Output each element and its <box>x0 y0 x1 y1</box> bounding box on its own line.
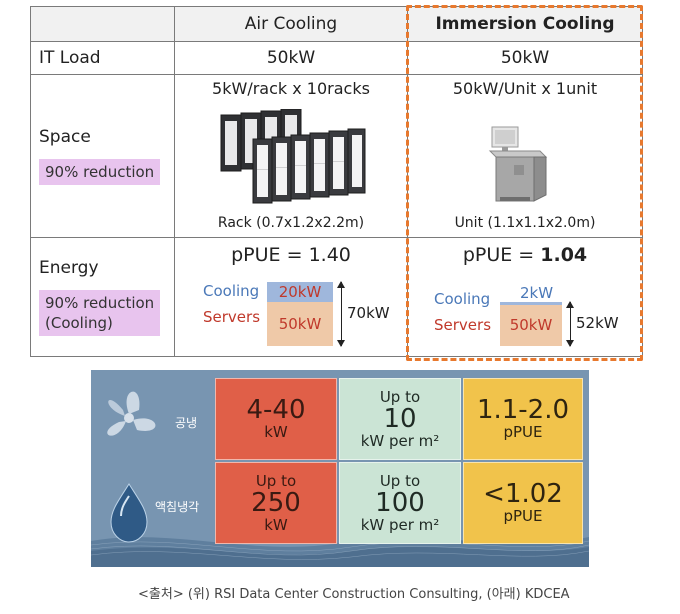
air-area-unit: kW per m² <box>360 431 440 450</box>
air-ppue-range: 1.1-2.0 <box>476 395 570 425</box>
immersion-area-value: 100 <box>375 487 425 518</box>
immersion-cooling-bar <box>500 302 562 305</box>
space-immersion-cell: 50kW/Unit x 1unit Unit (1.1x1.1x2.0m) <box>407 74 643 238</box>
space-label-cell: Space 90% reduction <box>30 74 175 238</box>
immersion-cooling-value: 2kW <box>520 284 554 302</box>
immersion-cooling-label: Cooling <box>434 290 491 308</box>
energy-label-cell: Energy 90% reduction (Cooling) <box>30 237 175 357</box>
it-load-label: IT Load <box>30 41 175 75</box>
air-density-value: 4-40 <box>246 395 306 425</box>
air-servers-bar: 50kW <box>267 302 333 346</box>
tile-immersion-ppue: <1.02 pPUE <box>463 462 583 544</box>
air-ppue-value: 1.40 <box>308 244 351 266</box>
energy-reduction-tag: 90% reduction (Cooling) <box>39 290 161 336</box>
air-area-prefix: Up to <box>379 387 421 406</box>
row-label-immersion: 액침냉각 <box>155 500 200 514</box>
fan-icon <box>107 391 156 436</box>
cooling-comparison-panel: 공냉 액침냉각 4-40 kW Up to 10 kW per m² 1.1-2… <box>91 370 589 567</box>
header-air-cooling: Air Cooling <box>174 6 408 42</box>
tile-air-area: Up to 10 kW per m² <box>339 378 461 460</box>
energy-immersion-cell: pPUE = 1.04 Cooling 2kW Servers 50kW 52k… <box>407 237 643 357</box>
wave-background <box>91 537 589 567</box>
source-caption: <출처> (위) RSI Data Center Construction Co… <box>138 587 570 602</box>
air-cooling-label: Cooling <box>203 282 260 300</box>
header-row: Air Cooling Immersion Cooling <box>30 6 643 42</box>
immersion-ppue: pPUE = 1.04 <box>408 244 642 266</box>
air-area-value: 10 <box>383 403 417 434</box>
row-label-air: 공냉 <box>175 416 198 430</box>
immersion-density-value: 250 <box>251 487 301 518</box>
energy-air-cell: pPUE = 1.40 Cooling 20kW Servers 50kW 70… <box>174 237 408 357</box>
immersion-ppue-unit: pPUE <box>503 507 543 525</box>
energy-label: Energy <box>39 258 99 278</box>
liquid-drop-icon <box>110 483 148 543</box>
tile-immersion-area: Up to 100 kW per m² <box>339 462 461 544</box>
it-load-air: 50kW <box>174 41 408 75</box>
air-servers-label: Servers <box>203 308 261 326</box>
space-reduction-tag: 90% reduction <box>39 159 161 185</box>
energy-tag-line1: 90% reduction <box>45 294 155 312</box>
immersion-unit-config: 50kW/Unit x 1unit <box>452 79 598 98</box>
energy-tag-line2: (Cooling) <box>45 314 113 332</box>
air-ppue-prefix: pPUE = <box>231 244 309 266</box>
immersion-ppue-value: <1.02 <box>483 479 563 509</box>
header-blank <box>30 6 175 42</box>
immersion-ppue-prefix: pPUE = <box>462 244 541 266</box>
immersion-area-prefix: Up to <box>379 471 421 490</box>
header-immersion-cooling: Immersion Cooling <box>407 6 643 42</box>
air-rack-config: 5kW/rack x 10racks <box>212 79 370 98</box>
immersion-total: 52kW <box>576 314 619 332</box>
air-density-unit: kW <box>264 423 288 441</box>
it-load-row: IT Load 50kW 50kW <box>30 41 643 75</box>
space-air-cell: 5kW/rack x 10racks <box>174 74 408 238</box>
space-label: Space <box>39 127 91 147</box>
tile-air-ppue: 1.1-2.0 pPUE <box>463 378 583 460</box>
air-total: 70kW <box>347 304 390 322</box>
air-rack-dimensions: Rack (0.7x1.2x2.2m) <box>217 215 365 231</box>
air-ppue-unit: pPUE <box>503 423 543 441</box>
immersion-density-prefix: Up to <box>255 471 297 490</box>
immersion-density-unit: kW <box>264 515 288 534</box>
tile-air-density: 4-40 kW <box>215 378 337 460</box>
immersion-unit-dimensions: Unit (1.1x1.1x2.0m) <box>454 215 596 231</box>
it-load-immersion: 50kW <box>407 41 643 75</box>
immersion-area-unit: kW per m² <box>360 515 440 534</box>
tile-immersion-density: Up to 250 kW <box>215 462 337 544</box>
immersion-total-arrow <box>566 301 574 347</box>
immersion-ppue-value: 1.04 <box>540 244 588 266</box>
air-cooling-bar: 20kW <box>267 282 333 302</box>
space-row: Space 90% reduction 5kW/rack x 10racks <box>30 74 643 238</box>
air-ppue: pPUE = 1.40 <box>175 244 407 266</box>
energy-row: Energy 90% reduction (Cooling) pPUE = 1.… <box>30 237 643 357</box>
comparison-table: Air Cooling Immersion Cooling IT Load 50… <box>30 5 643 362</box>
immersion-unit-image <box>488 126 548 202</box>
row-icons <box>107 391 156 543</box>
server-racks-image <box>220 109 366 204</box>
immersion-servers-label: Servers <box>434 316 492 334</box>
immersion-servers-bar: 50kW <box>500 305 562 346</box>
air-total-arrow <box>337 281 345 347</box>
